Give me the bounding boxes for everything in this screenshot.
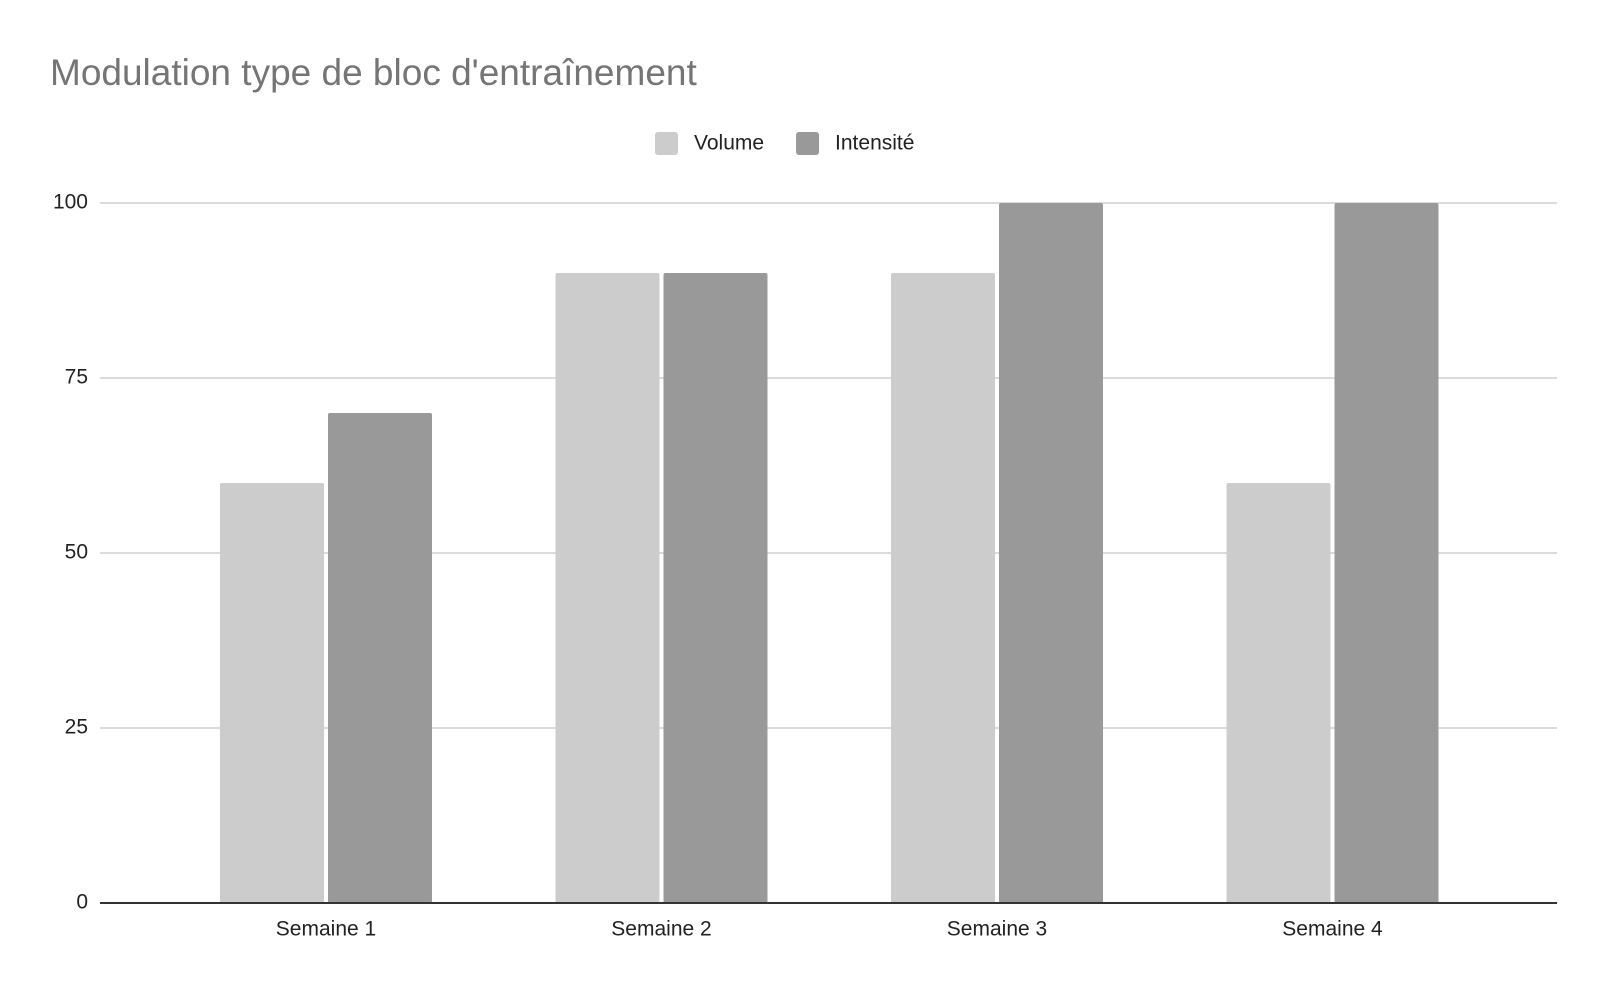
- bar: [220, 483, 324, 903]
- chart-title: Modulation type de bloc d'entraînement: [50, 52, 697, 93]
- y-tick-label: 75: [65, 366, 88, 389]
- bar: [999, 203, 1103, 903]
- y-tick-label: 50: [65, 541, 88, 564]
- bar: [1334, 203, 1439, 903]
- y-tick-label: 100: [53, 191, 88, 214]
- legend-label: Intensité: [835, 132, 914, 155]
- legend-swatch: [655, 132, 678, 155]
- bar: [891, 273, 995, 903]
- x-tick-label: Semaine 1: [276, 918, 376, 941]
- bar: [1226, 483, 1331, 903]
- x-tick-label: Semaine 2: [611, 918, 711, 941]
- y-tick-label: 25: [65, 716, 88, 739]
- legend-swatch: [796, 132, 820, 155]
- bar: [555, 273, 660, 903]
- bar: [663, 273, 768, 903]
- legend-label: Volume: [694, 132, 764, 155]
- bar: [328, 413, 432, 903]
- x-tick-label: Semaine 4: [1282, 918, 1383, 941]
- y-tick-label: 0: [76, 891, 88, 914]
- x-tick-label: Semaine 3: [947, 918, 1047, 941]
